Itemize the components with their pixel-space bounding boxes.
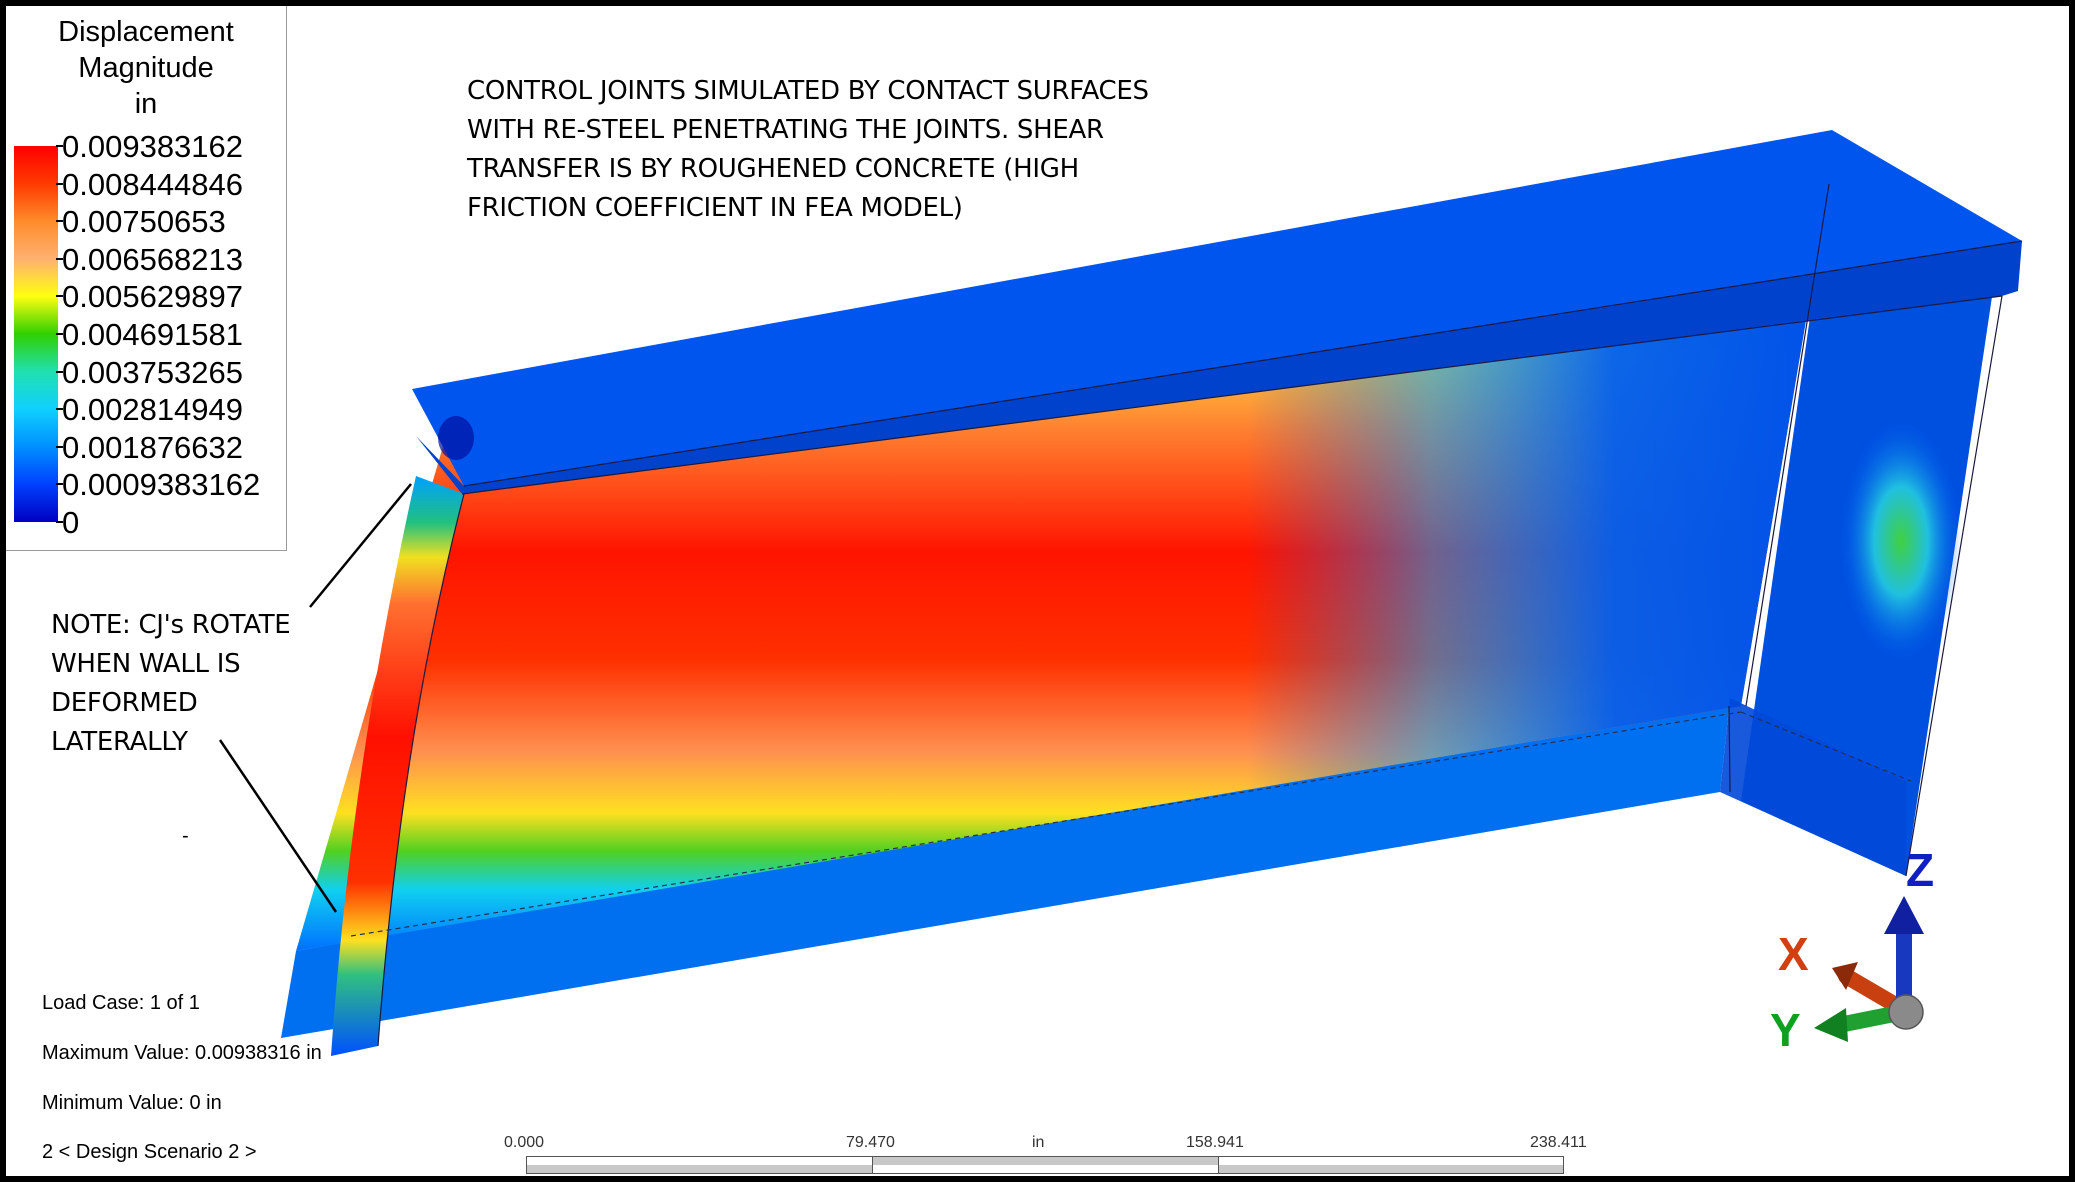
legend-tick — [56, 521, 63, 523]
legend-tick — [56, 370, 63, 373]
legend-value-label: 0.009383162 — [62, 129, 244, 164]
axis-triad[interactable]: X Y Z — [1770, 844, 1934, 1056]
control-joint-lines — [350, 711, 1912, 937]
triad-origin — [1888, 994, 1924, 1030]
displacement-legend[interactable]: Displacement Magnitude in 0.009383162 0.0… — [6, 6, 287, 551]
note-line: DEFORMED — [51, 688, 198, 718]
scale-bar: 0.000 79.470 in 158.941 238.411 — [504, 1134, 1587, 1176]
note-line: NOTE: CJ's ROTATE — [51, 610, 291, 640]
legend-value-label: 0.008444846 — [62, 166, 244, 202]
legend-value-label: 0.00750653 — [62, 204, 226, 240]
scale-tick-label: 158.941 — [1186, 1134, 1244, 1151]
legend-tick — [56, 220, 63, 223]
legend-tick — [56, 145, 63, 147]
fea-model-view[interactable]: X Y Z — [6, 6, 2069, 1176]
max-value-text: Maximum Value: 0.00938316 in — [42, 1042, 322, 1064]
legend-title-line: in — [134, 88, 158, 120]
return-wall-contour — [1841, 421, 1961, 661]
leader-line-lower — [218, 739, 338, 913]
wall-top-cap — [412, 130, 2022, 486]
x-axis-head — [1832, 962, 1858, 990]
scale-segment — [1218, 1156, 1564, 1174]
note-line: TRANSFER IS BY ROUGHENED CONCRETE (HIGH — [467, 154, 1079, 184]
triad-x-label: X — [1778, 928, 1809, 980]
legend-value-label: 0.002814949 — [62, 392, 244, 428]
legend-value-label: 0.0009383162 — [62, 467, 261, 503]
leader-line-upper — [309, 483, 412, 608]
return-wall-base — [1720, 698, 1906, 876]
z-axis-head — [1884, 896, 1924, 934]
note-line: WHEN WALL IS — [51, 649, 241, 679]
stray-mark: - — [182, 825, 189, 847]
legend-title: Displacement Magnitude in — [6, 14, 286, 122]
note-line: FRICTION COEFFICIENT IN FEA MODEL) — [467, 193, 963, 223]
legend-value-label: 0.003753265 — [62, 354, 244, 390]
min-value-text: Minimum Value: 0 in — [42, 1092, 222, 1114]
scale-segment — [526, 1156, 874, 1174]
legend-value-label: 0.004691581 — [62, 317, 244, 352]
legend-tick — [56, 182, 63, 185]
legend-tick — [56, 483, 63, 486]
legend-tick — [56, 408, 63, 411]
note-line: WITH RE-STEEL PENETRATING THE JOINTS. SH… — [467, 115, 1104, 145]
legend-color-bar — [14, 146, 58, 522]
triad-y-label: Y — [1770, 1004, 1801, 1056]
wall-base-strip — [281, 698, 1730, 1038]
legend-tick — [56, 295, 63, 298]
control-joint-note: CONTROL JOINTS SIMULATED BY CONTACT SURF… — [467, 72, 1149, 228]
note-line: LATERALLY — [51, 727, 188, 757]
legend-tick — [56, 445, 63, 448]
legend-value-label: 0.001876632 — [62, 429, 244, 465]
scale-tick-label: 0.000 — [504, 1134, 545, 1151]
model-edges — [377, 183, 2023, 1047]
wall-left-edge — [331, 476, 464, 1056]
legend-value-label: 0.005629897 — [62, 279, 244, 315]
cap-dark-spot — [438, 416, 474, 460]
legend-title-line: Displacement — [58, 16, 234, 48]
scale-tick-label: 79.470 — [846, 1134, 895, 1151]
triad-z-label: Z — [1906, 844, 1934, 896]
legend-value-label: 0.006568213 — [62, 241, 244, 277]
y-axis-head — [1814, 1008, 1848, 1042]
scale-tick-label: 238.411 — [1530, 1134, 1587, 1151]
note-line: CONTROL JOINTS SIMULATED BY CONTACT SURF… — [467, 76, 1149, 106]
legend-tick — [56, 333, 63, 335]
scale-segment — [872, 1156, 1220, 1174]
scale-unit-label: in — [1032, 1134, 1045, 1151]
legend-tick — [56, 257, 63, 260]
legend-value-label: 0 — [62, 505, 80, 540]
legend-title-line: Magnitude — [78, 52, 214, 84]
load-case-text: Load Case: 1 of 1 — [42, 992, 200, 1014]
fea-viewport[interactable]: X Y Z Displacement Magnitude in 0.009383… — [6, 6, 2069, 1176]
design-scenario-text: 2 < Design Scenario 2 > — [42, 1141, 257, 1163]
cj-rotation-note: NOTE: CJ's ROTATE WHEN WALL IS DEFORMED … — [51, 606, 291, 762]
